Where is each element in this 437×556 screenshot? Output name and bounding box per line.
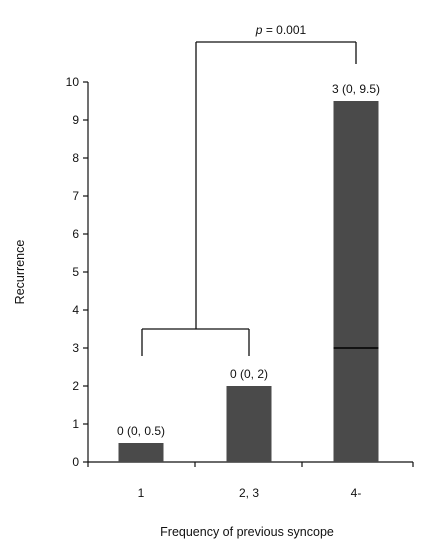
y-tick-label: 2 (72, 379, 79, 393)
bars: 0 (0, 0.5) 1 0 (0, 2) 2, 3 3 (0, 9.5) 4- (117, 82, 380, 500)
y-tick-label: 3 (72, 341, 79, 355)
y-tick-label: 4 (72, 303, 79, 317)
x-tick-label: 4- (351, 486, 362, 500)
data-label: 0 (0, 0.5) (117, 424, 165, 438)
x-tick-label: 1 (138, 486, 145, 500)
y-axis-label: Recurrence (13, 240, 27, 305)
y-tick-label: 7 (72, 189, 79, 203)
data-label: 3 (0, 9.5) (332, 82, 380, 96)
y-tick-label: 9 (72, 113, 79, 127)
p-value: = 0.001 (262, 23, 306, 37)
y-tick-label: 1 (72, 417, 79, 431)
data-label: 0 (0, 2) (230, 367, 268, 381)
y-tick-label: 5 (72, 265, 79, 279)
p-value-label: p = 0.001 (255, 23, 307, 37)
y-tick-label: 6 (72, 227, 79, 241)
bar (226, 386, 272, 462)
bar (118, 443, 164, 462)
bar (333, 101, 379, 462)
y-tick-label: 0 (72, 455, 79, 469)
significance-annotation: p = 0.001 (141, 23, 357, 356)
p-symbol: p (255, 23, 263, 37)
y-tick-label: 8 (72, 151, 79, 165)
x-tick-label: 2, 3 (239, 486, 259, 500)
x-axis-label: Frequency of previous syncope (160, 525, 334, 539)
y-tick-label: 10 (66, 75, 80, 89)
